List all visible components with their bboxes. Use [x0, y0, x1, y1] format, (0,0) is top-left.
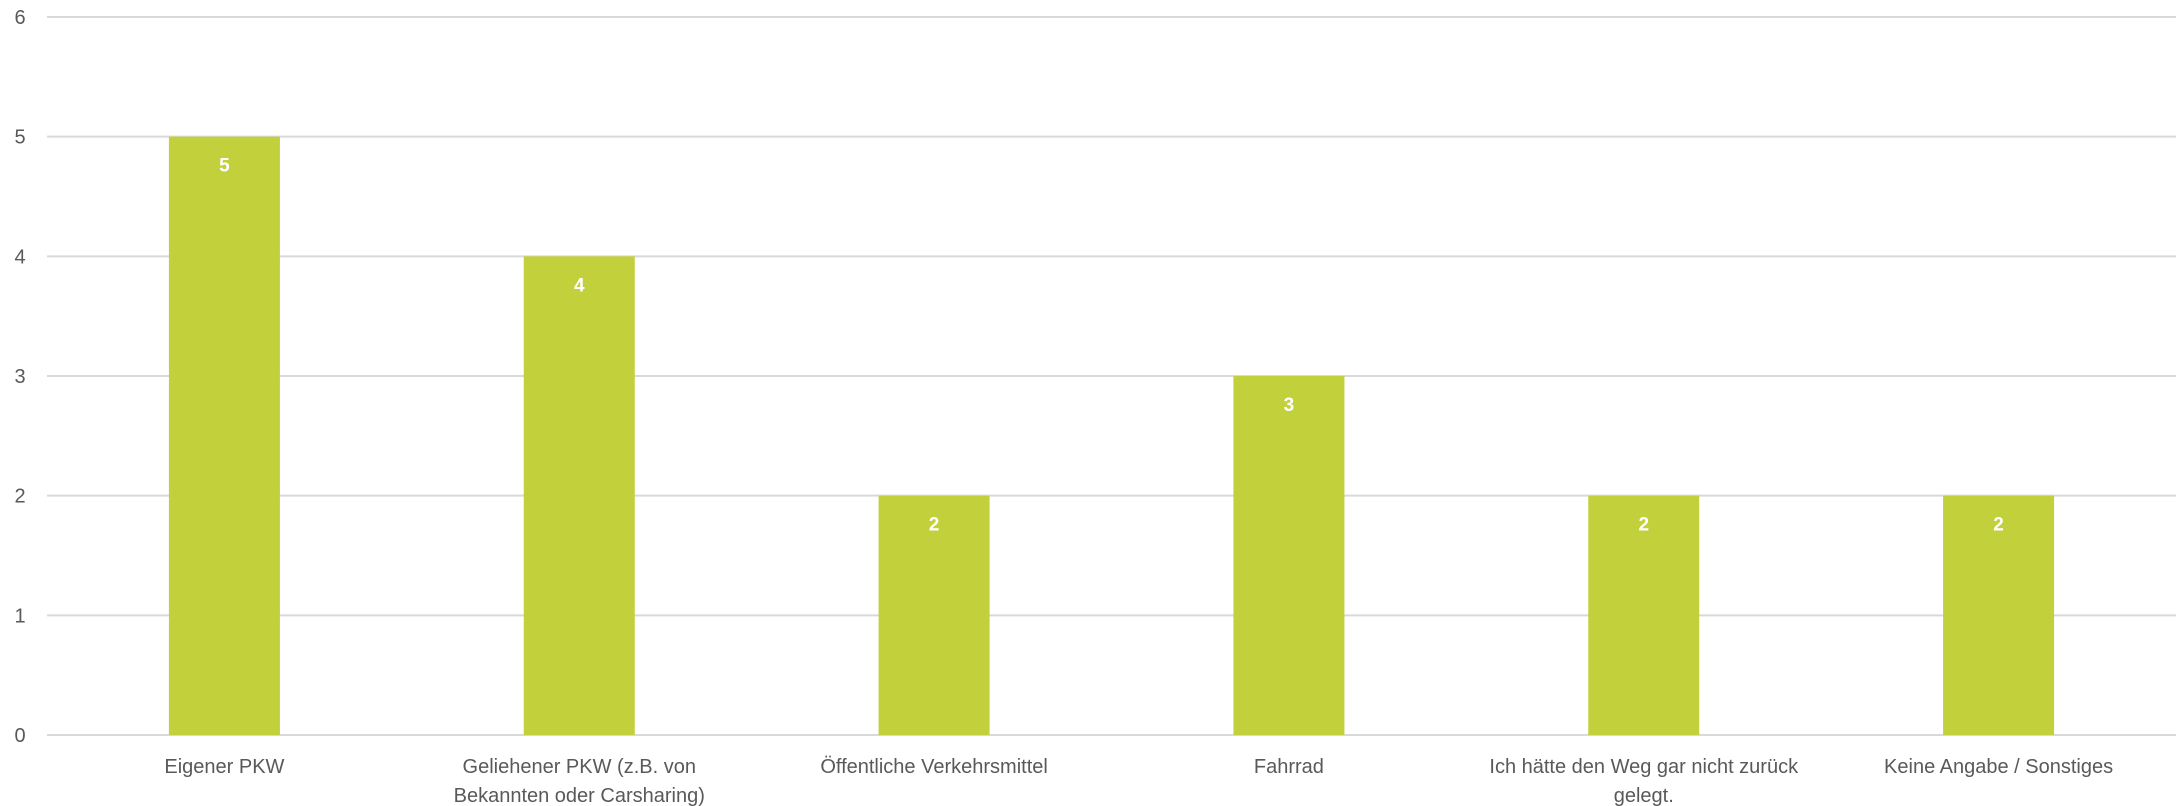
- y-tick-label: 5: [14, 127, 25, 149]
- bar: [168, 136, 280, 735]
- bar: [1588, 495, 1700, 735]
- x-category-label-line: Öffentliche Verkehrsmittel: [820, 756, 1048, 778]
- y-tick-label: 1: [14, 605, 25, 627]
- x-category-label-line: Keine Angabe / Sonstiges: [1884, 756, 2113, 778]
- data-label: 2: [1993, 515, 2004, 536]
- data-label: 2: [1638, 515, 1649, 536]
- x-category-label: Geliehener PKW (z.B. von Bekannten oder C…: [454, 756, 705, 806]
- x-axis: Eigener PKW Geliehener PKW (z.B. von Bekan…: [164, 756, 2113, 806]
- x-category-label: Fahrrad: [1254, 756, 1324, 778]
- gridlines: [47, 16, 2176, 736]
- x-category-label-line: Ich hätte den Weg gar nicht zurück: [1489, 756, 1799, 778]
- x-category-label: Eigener PKW: [164, 756, 284, 778]
- y-tick-label: 4: [14, 246, 25, 268]
- data-label: 2: [929, 515, 940, 536]
- data-label: 4: [574, 275, 585, 296]
- data-label: 5: [219, 156, 230, 177]
- y-tick-label: 6: [14, 7, 25, 29]
- y-tick-label: 0: [14, 725, 25, 747]
- data-labels: 5 4 2 3 2 2: [219, 156, 2004, 536]
- x-category-label: Keine Angabe / Sonstiges: [1884, 756, 2113, 778]
- y-tick-label: 2: [14, 486, 25, 508]
- x-category-label: Öffentliche Verkehrsmittel: [820, 756, 1048, 778]
- bars: [168, 136, 2055, 735]
- bar: [1233, 376, 1345, 735]
- x-category-label-line: Bekannten oder Carsharing): [454, 785, 705, 806]
- y-axis: 0 1 2 3 4 5 6: [14, 7, 25, 747]
- x-category-label-line: Eigener PKW: [164, 756, 284, 778]
- x-category-label-line: Geliehener PKW (z.B. von: [463, 756, 696, 778]
- x-category-label-line: gelegt.: [1614, 785, 1674, 806]
- x-category-label-line: Fahrrad: [1254, 756, 1324, 778]
- y-tick-label: 3: [14, 366, 25, 388]
- x-category-label: Ich hätte den Weg gar nicht zurück gelegt…: [1489, 756, 1799, 806]
- data-label: 3: [1284, 395, 1295, 416]
- bar: [1943, 495, 2055, 735]
- bar: [878, 495, 990, 735]
- bar: [523, 256, 635, 735]
